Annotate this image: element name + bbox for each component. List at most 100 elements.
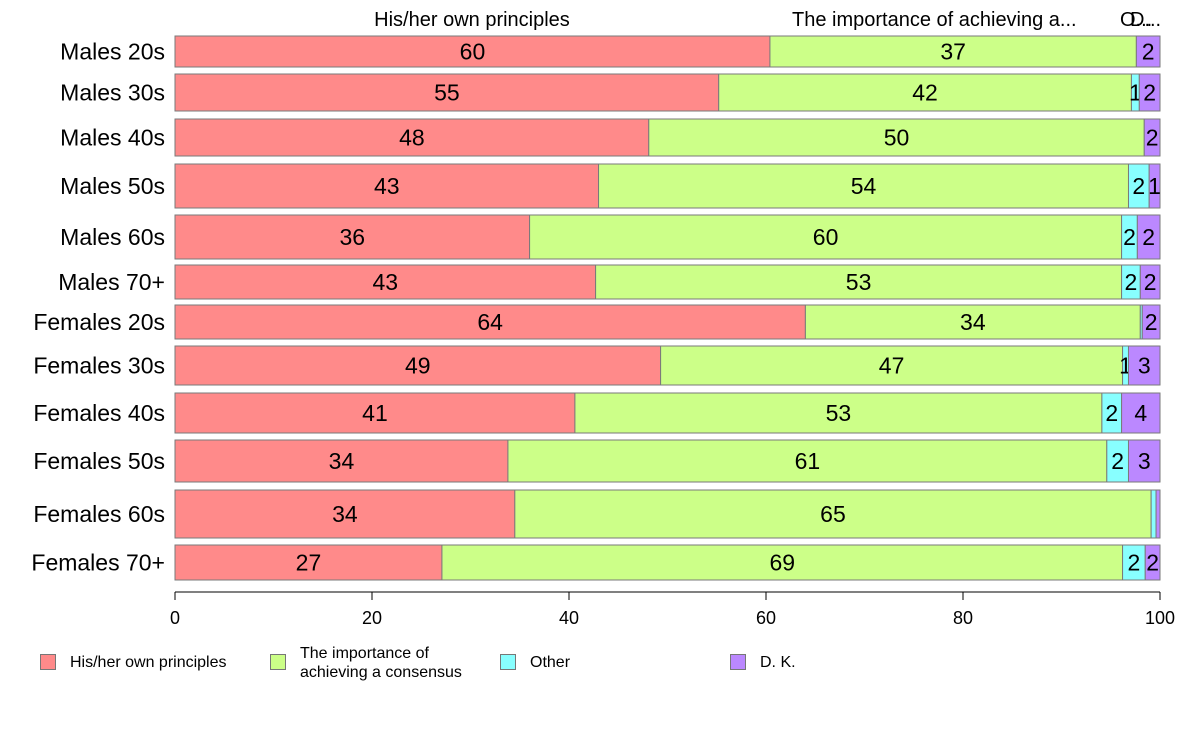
category-label: Males 60s (60, 224, 165, 250)
bar-value-label: 4 (1134, 400, 1147, 426)
bar-value-label: 2 (1142, 224, 1155, 250)
bar-segment (1127, 345, 1161, 386)
top-series-label: D... (1130, 9, 1161, 31)
chart-legend: His/her own principles The importance of… (0, 642, 1188, 692)
bar-segment (718, 73, 1132, 112)
legend-swatch-dk (730, 654, 746, 670)
category-label: Females 40s (33, 400, 165, 426)
bar-value-label: 2 (1143, 80, 1156, 106)
bar-value-label: 55 (434, 80, 460, 106)
legend-item-principles: His/her own principles (40, 642, 227, 672)
bar-segment (174, 439, 509, 483)
top-series-label: His/her own principles (374, 9, 570, 31)
x-tick-label: 60 (756, 608, 776, 628)
x-tick-label: 20 (362, 608, 382, 628)
category-label: Males 40s (60, 125, 165, 151)
category-label: Males 30s (60, 80, 165, 106)
legend-label-principles: His/her own principles (70, 654, 227, 671)
bar-value-label: 34 (960, 309, 986, 335)
legend-item-dk: D. K. (730, 642, 796, 672)
bar-value-label: 1 (1148, 173, 1161, 199)
bar-segment (514, 489, 1152, 539)
bar-segment (804, 304, 1141, 340)
category-label: Females 70+ (31, 550, 165, 576)
legend-swatch-consensus (270, 654, 286, 670)
bar-segment (1127, 439, 1161, 483)
category-label: Females 30s (33, 353, 165, 379)
bar-segment (660, 345, 1124, 386)
bar-segment (1136, 214, 1161, 260)
bar-segment (595, 264, 1123, 300)
bar-segment (769, 35, 1137, 68)
top-series-label: O... (1120, 9, 1152, 31)
legend-item-other: Other (500, 642, 570, 672)
bar-segment (1143, 118, 1161, 157)
bar-value-label: 36 (340, 224, 366, 250)
bar-value-label: 2 (1146, 125, 1159, 151)
bar-value-label: 1 (1129, 80, 1142, 106)
bar-segment (574, 392, 1103, 434)
bar-segment (441, 544, 1124, 581)
bar-value-label: 3 (1138, 353, 1151, 379)
bar-value-label: 64 (477, 309, 503, 335)
x-tick-label: 40 (559, 608, 579, 628)
bar-segment (174, 304, 806, 340)
legend-item-consensus: The importance of achieving a consensus (270, 642, 462, 682)
bar-value-label: 60 (460, 39, 486, 65)
bar-segment (174, 214, 531, 260)
x-tick-label: 80 (953, 608, 973, 628)
bar-value-label: 69 (769, 550, 795, 576)
bar-segment (174, 118, 650, 157)
bar-value-label: 37 (940, 39, 966, 65)
bar-value-label: 2 (1145, 309, 1158, 335)
category-label: Females 60s (33, 501, 165, 527)
bar-segment (1139, 264, 1161, 300)
legend-swatch-other (500, 654, 516, 670)
bar-value-label: 41 (362, 400, 388, 426)
bar-value-label: 43 (373, 269, 399, 295)
bar-value-label: 43 (374, 173, 400, 199)
bar-segment (507, 439, 1108, 483)
bar-segment (598, 163, 1129, 209)
bar-segment (174, 35, 771, 68)
bar-value-label: 65 (820, 501, 846, 527)
bar-value-label: 2 (1105, 400, 1118, 426)
bar-value-label: 2 (1125, 269, 1138, 295)
bar-segment (174, 345, 662, 386)
bar-value-label: 50 (884, 125, 910, 151)
bar-value-label: 54 (851, 173, 877, 199)
bar-value-label: 34 (332, 501, 358, 527)
category-label: Males 50s (60, 173, 165, 199)
bar-segment (1155, 489, 1161, 539)
bar-value-label: 42 (912, 80, 938, 106)
category-label: Females 50s (33, 448, 165, 474)
bar-value-label: 27 (296, 550, 322, 576)
bar-segment (174, 264, 597, 300)
bar-value-label: 2 (1142, 39, 1155, 65)
top-series-label: The importance of achieving a... (792, 9, 1077, 31)
bar-segment (1135, 35, 1161, 68)
legend-swatch-principles (40, 654, 56, 670)
bar-value-label: 2 (1132, 173, 1145, 199)
bar-value-label: 2 (1111, 448, 1124, 474)
bar-value-label: 49 (405, 353, 431, 379)
bar-segment (1150, 489, 1157, 539)
bar-value-label: 2 (1146, 550, 1159, 576)
legend-label-other: Other (530, 654, 571, 671)
bar-value-label: 53 (826, 400, 852, 426)
bar-segment (174, 544, 443, 581)
legend-label-consensus-line1: The importance of (300, 645, 429, 662)
bar-value-label: 3 (1138, 448, 1151, 474)
bar-value-label: 34 (329, 448, 355, 474)
x-tick-label: 100 (1145, 608, 1175, 628)
legend-label-dk: D. K. (760, 654, 796, 671)
bar-segment (174, 163, 600, 209)
bar-segment (648, 118, 1145, 157)
category-label: Females 20s (33, 309, 165, 335)
bar-value-label: 60 (813, 224, 839, 250)
category-label: Males 70+ (58, 269, 165, 295)
bar-segment (1141, 304, 1161, 340)
bar-value-label: 2 (1123, 224, 1136, 250)
bar-value-label: 2 (1144, 269, 1157, 295)
